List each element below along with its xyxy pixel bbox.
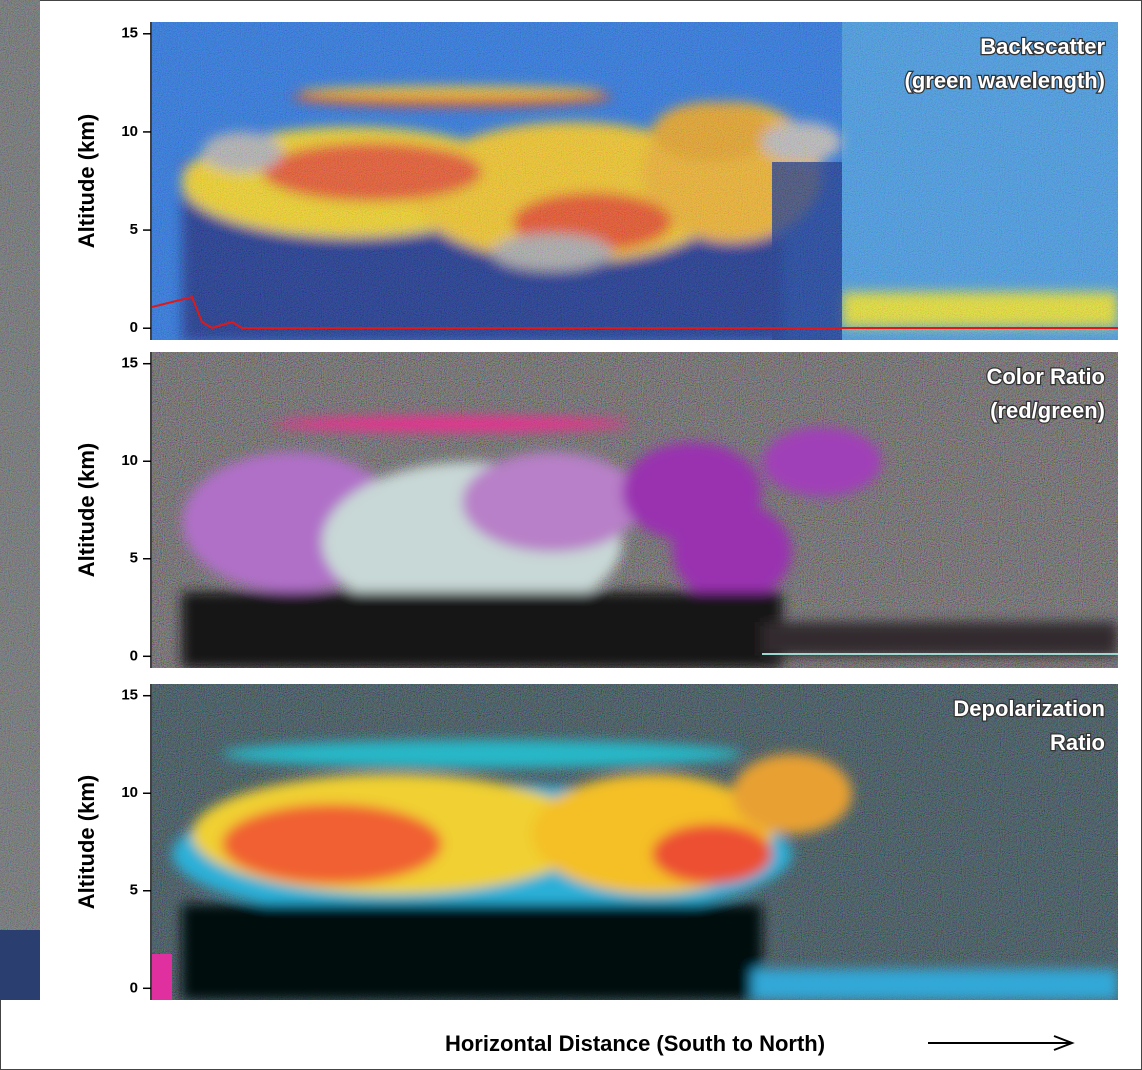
y-axis-label: Altitude (km)	[74, 775, 99, 909]
y-tick-label: 10	[121, 784, 138, 801]
y-tick-label: 15	[121, 25, 138, 42]
y-tick-label: 0	[130, 319, 138, 336]
y-tick-label: 5	[130, 221, 138, 238]
x-axis-label: Horizontal Distance (South to North)	[445, 1031, 825, 1056]
y-tick-label: 10	[121, 452, 138, 469]
panel-title: Backscatter	[980, 34, 1105, 59]
y-tick-label: 5	[130, 550, 138, 567]
panel-title: (red/green)	[990, 398, 1105, 423]
panel-clip	[152, 22, 1118, 340]
y-tick-label: 10	[121, 123, 138, 140]
arrow-head	[1053, 1035, 1075, 1051]
y-tick-label: 0	[130, 979, 138, 996]
panel-title: Color Ratio	[986, 364, 1105, 389]
y-tick-label: 0	[130, 647, 138, 664]
panel-clip	[152, 352, 1118, 668]
y-tick-label: 5	[130, 882, 138, 899]
y-axis-label: Altitude (km)	[74, 114, 99, 248]
panel-clip	[152, 684, 1118, 1000]
panel-title: Ratio	[1050, 730, 1105, 755]
side-image-base	[0, 930, 40, 1000]
panel-title: (green wavelength)	[905, 68, 1105, 93]
panel-imagery	[152, 352, 1118, 668]
panel-imagery	[152, 684, 1118, 1000]
side-texture	[0, 0, 40, 1000]
y-tick-label: 15	[121, 355, 138, 372]
panel-title: Depolarization	[953, 696, 1105, 721]
panel-imagery	[152, 22, 1118, 340]
y-axis-label: Altitude (km)	[74, 443, 99, 577]
y-tick-label: 15	[121, 687, 138, 704]
